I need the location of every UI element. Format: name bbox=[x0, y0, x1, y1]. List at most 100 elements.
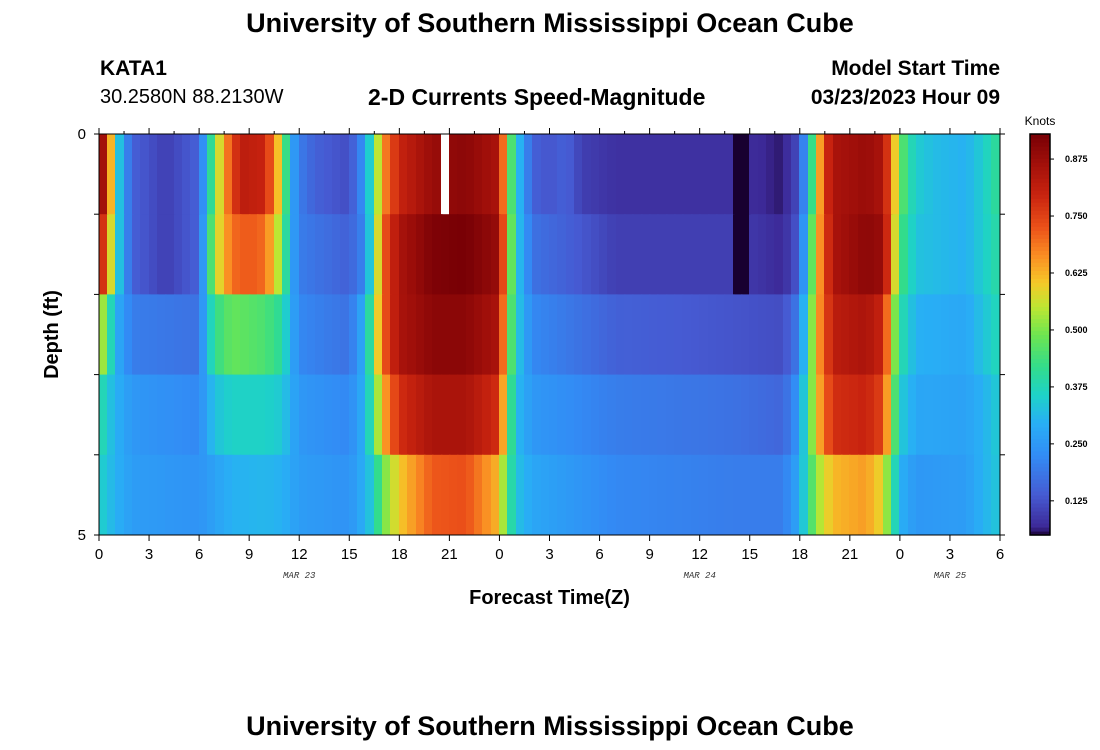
heatmap-cell bbox=[641, 454, 651, 536]
heatmap-cell bbox=[424, 374, 434, 456]
colorbar-segment bbox=[1030, 146, 1050, 151]
colorbar-segment bbox=[1030, 258, 1050, 263]
heatmap-cell bbox=[624, 374, 634, 456]
heatmap-cell bbox=[115, 214, 126, 295]
station-coords: 30.2580N 88.2130W bbox=[100, 86, 284, 108]
colorbar-segment bbox=[1030, 502, 1050, 508]
heatmap-cell bbox=[582, 374, 593, 456]
heatmap-cell bbox=[833, 374, 843, 456]
colorbar-segment bbox=[1030, 182, 1050, 187]
heatmap-cell bbox=[874, 294, 885, 376]
colorbar-tick-label: 0.375 bbox=[1065, 382, 1088, 392]
heatmap-cell bbox=[457, 214, 468, 295]
heatmap-cell bbox=[724, 214, 735, 295]
heatmap-cell bbox=[332, 374, 342, 456]
heatmap-cell bbox=[332, 134, 342, 215]
heatmap-cell bbox=[783, 294, 793, 376]
heatmap-cell bbox=[874, 454, 885, 536]
colorbar-tick-label: 0.625 bbox=[1065, 268, 1088, 278]
heatmap-cell bbox=[165, 134, 176, 215]
colorbar-segment bbox=[1030, 422, 1050, 428]
heatmap-cell bbox=[374, 294, 384, 376]
x-tick-label: 6 bbox=[595, 546, 603, 563]
heatmap-cell bbox=[808, 294, 818, 376]
heatmap-cell bbox=[482, 454, 493, 536]
y-tick-label: 5 bbox=[78, 527, 86, 544]
colorbar-segment bbox=[1030, 430, 1050, 436]
heatmap-cell bbox=[399, 374, 409, 456]
heatmap-cell bbox=[390, 134, 401, 215]
heatmap-cell bbox=[924, 374, 935, 456]
colorbar-segment bbox=[1030, 330, 1050, 336]
colorbar-segment bbox=[1030, 154, 1050, 159]
heatmap-cell bbox=[416, 374, 426, 456]
heatmap-cell bbox=[157, 134, 167, 215]
heatmap-cell bbox=[708, 374, 718, 456]
x-tick-label: 3 bbox=[145, 546, 153, 563]
heatmap-cell bbox=[966, 374, 976, 456]
heatmap-cell bbox=[516, 134, 526, 215]
heatmap-cell bbox=[899, 214, 910, 295]
heatmap-cell bbox=[190, 374, 201, 456]
heatmap-cell bbox=[307, 214, 317, 295]
heatmap-cell bbox=[657, 454, 668, 536]
heatmap-cell bbox=[682, 214, 693, 295]
heatmap-cell bbox=[833, 134, 843, 215]
heatmap-cell bbox=[491, 134, 501, 215]
heatmap-cell bbox=[983, 134, 993, 215]
heatmap-cell bbox=[733, 214, 743, 295]
heatmap-cell bbox=[282, 214, 292, 295]
heatmap-cell bbox=[933, 214, 943, 295]
heatmap-cell bbox=[758, 374, 768, 456]
heatmap-cell bbox=[290, 374, 301, 456]
heatmap-cell bbox=[307, 374, 317, 456]
heatmap-cell bbox=[457, 294, 468, 376]
heatmap-cell bbox=[299, 214, 309, 295]
heatmap-cell bbox=[407, 134, 418, 215]
heatmap-cell bbox=[224, 134, 234, 215]
colorbar-segment bbox=[1030, 274, 1050, 279]
heatmap-cell bbox=[924, 214, 935, 295]
heatmap-cell bbox=[766, 134, 776, 215]
colorbar-segment bbox=[1030, 266, 1050, 271]
heatmap-cell bbox=[666, 374, 676, 456]
colorbar-segment bbox=[1030, 510, 1050, 516]
heatmap-cell bbox=[716, 454, 726, 536]
heatmap-cell bbox=[699, 294, 710, 376]
colorbar-segment bbox=[1030, 302, 1050, 308]
heatmap-cell bbox=[632, 374, 643, 456]
heatmap-cell bbox=[783, 214, 793, 295]
heatmap-cell bbox=[749, 454, 760, 536]
heatmap-cell bbox=[841, 134, 851, 215]
colorbar-segment bbox=[1030, 278, 1050, 283]
heatmap-cell bbox=[174, 134, 184, 215]
colorbar-tick-label: 0.250 bbox=[1065, 439, 1088, 449]
colorbar-title: Knots bbox=[1025, 114, 1056, 128]
heatmap-cell bbox=[365, 134, 376, 215]
x-tick-label: 0 bbox=[495, 546, 503, 563]
colorbar-segment bbox=[1030, 478, 1050, 484]
heatmap-cell bbox=[891, 454, 901, 536]
colorbar-segment bbox=[1030, 218, 1050, 223]
heatmap-cell bbox=[649, 134, 659, 215]
heatmap-cell bbox=[774, 134, 785, 215]
heatmap-cell bbox=[466, 214, 476, 295]
x-tick-label: 21 bbox=[441, 546, 458, 563]
heatmap-cell bbox=[799, 374, 810, 456]
heatmap-cell bbox=[507, 134, 518, 215]
heatmap-cell bbox=[115, 294, 126, 376]
colorbar-frame bbox=[1029, 133, 1051, 536]
heatmap-cell bbox=[365, 374, 376, 456]
heatmap-cell bbox=[232, 214, 242, 295]
heatmap-cell bbox=[891, 134, 901, 215]
heatmap-cell bbox=[657, 374, 668, 456]
heatmap-cell bbox=[733, 294, 743, 376]
heatmap-cell bbox=[382, 294, 392, 376]
heatmap-cell bbox=[649, 214, 659, 295]
heatmap-cell bbox=[758, 214, 768, 295]
heatmap-cell bbox=[482, 294, 493, 376]
heatmap-cell bbox=[616, 454, 626, 536]
heatmap-cell bbox=[858, 374, 868, 456]
heatmap-cell bbox=[132, 374, 142, 456]
heatmap-cell bbox=[215, 374, 226, 456]
